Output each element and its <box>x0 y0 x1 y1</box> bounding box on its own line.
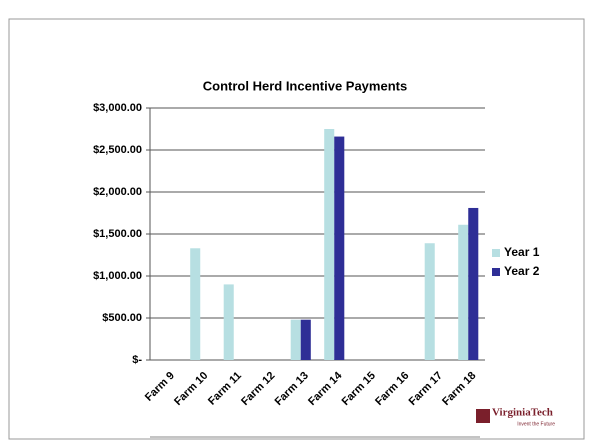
bar <box>334 136 345 360</box>
logo-icon <box>476 409 490 423</box>
y-tick-label: $1,000.00 <box>93 270 142 282</box>
bar <box>190 248 201 360</box>
legend-label: Year 1 <box>504 245 540 259</box>
y-tick-label: $1,500.00 <box>93 228 142 240</box>
y-tick-label: $3,000.00 <box>93 102 142 114</box>
bar <box>324 129 335 360</box>
bar <box>468 207 479 360</box>
bar <box>300 319 311 360</box>
bar <box>290 319 301 360</box>
legend-swatch <box>492 249 500 257</box>
y-tick-label: $2,000.00 <box>93 186 142 198</box>
logo-tagline: Invent the Future <box>517 421 555 427</box>
chart-title: Control Herd Incentive Payments <box>203 78 407 93</box>
bar <box>458 224 469 360</box>
bar <box>223 284 234 360</box>
legend-swatch <box>492 268 500 276</box>
y-tick-label: $2,500.00 <box>93 144 142 156</box>
legend-label: Year 2 <box>504 264 540 278</box>
y-tick-label: $500.00 <box>102 312 142 324</box>
y-tick-label: $- <box>132 354 142 366</box>
frame <box>8 18 585 440</box>
logo: VirginiaTech <box>492 407 553 419</box>
bar <box>424 243 435 360</box>
